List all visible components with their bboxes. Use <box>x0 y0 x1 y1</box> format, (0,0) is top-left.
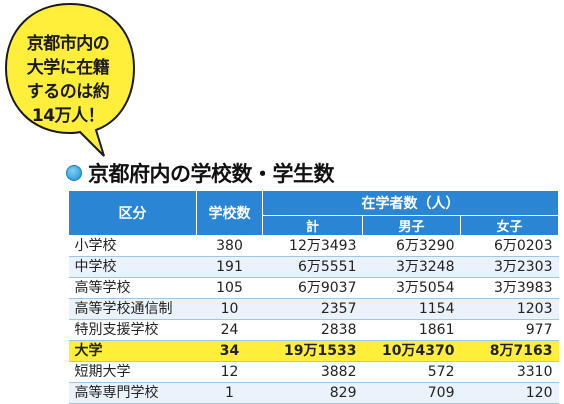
cell-total: 6万9037 <box>262 277 363 299</box>
header-female: 女子 <box>460 215 559 236</box>
cell-total: 19万1533 <box>262 340 363 362</box>
bubble-line: 京都市内の <box>26 34 110 54</box>
table-row: 特別支援学校 24 2838 1861 977 <box>68 319 559 341</box>
bubble-line: 大学に在籍 <box>26 58 110 78</box>
table-row: 短期大学 12 3882 572 3310 <box>68 361 559 383</box>
header-category: 区分 <box>68 190 197 236</box>
cell-female: 120 <box>460 382 559 404</box>
cell-school-count: 24 <box>196 319 263 341</box>
table-row: 中学校 191 6万5551 3万3248 3万2303 <box>68 256 559 278</box>
cell-female: 1203 <box>460 298 559 320</box>
cell-male: 1861 <box>362 319 461 341</box>
cell-female: 8万7163 <box>460 340 559 362</box>
cell-female: 6万0203 <box>460 235 559 257</box>
table-row: 小学校 380 12万3493 6万3290 6万0203 <box>68 235 559 257</box>
cell-female: 977 <box>460 319 559 341</box>
bullet-dot-icon <box>66 165 82 181</box>
header-school-count: 学校数 <box>196 190 263 236</box>
cell-female: 3万3983 <box>460 277 559 299</box>
cell-female: 3310 <box>460 361 559 383</box>
cell-category: 高等専門学校 <box>68 382 197 404</box>
cell-school-count: 10 <box>196 298 263 320</box>
speech-bubble-text: 京都市内の 大学に在籍 するのは約 14万人！ <box>12 32 124 128</box>
cell-school-count: 12 <box>196 361 263 383</box>
header-enrolled: 在学者数（人） <box>262 190 559 216</box>
cell-male: 3万5054 <box>362 277 461 299</box>
cell-category: 特別支援学校 <box>68 319 197 341</box>
cell-total: 2838 <box>262 319 363 341</box>
cell-category: 高等学校 <box>68 277 197 299</box>
cell-total: 2357 <box>262 298 363 320</box>
speech-bubble-shape <box>4 2 136 157</box>
cell-category: 中学校 <box>68 256 197 278</box>
cell-category: 大学 <box>68 340 197 362</box>
cell-total: 12万3493 <box>262 235 363 257</box>
cell-male: 3万3248 <box>362 256 461 278</box>
cell-category: 小学校 <box>68 235 197 257</box>
cell-school-count: 380 <box>196 235 263 257</box>
cell-school-count: 105 <box>196 277 263 299</box>
cell-total: 3882 <box>262 361 363 383</box>
section-title: 京都府内の学校数・学生数 <box>88 162 335 186</box>
bubble-line: 14万人！ <box>31 106 105 126</box>
cell-school-count: 34 <box>196 340 263 362</box>
bubble-line: するのは約 <box>26 82 110 102</box>
table-row: 高等学校 105 6万9037 3万5054 3万3983 <box>68 277 559 299</box>
table-row: 高等学校通信制 10 2357 1154 1203 <box>68 298 559 320</box>
table-row-highlighted: 大学 34 19万1533 10万4370 8万7163 <box>68 340 559 362</box>
cell-male: 10万4370 <box>362 340 461 362</box>
table-row: 高等専門学校 1 829 709 120 <box>68 382 559 404</box>
speech-bubble: 京都市内の 大学に在籍 するのは約 14万人！ <box>0 0 140 160</box>
cell-category: 高等学校通信制 <box>68 298 197 320</box>
cell-female: 3万2303 <box>460 256 559 278</box>
cell-school-count: 191 <box>196 256 263 278</box>
cell-category: 短期大学 <box>68 361 197 383</box>
school-statistics-table: 区分 学校数 在学者数（人） 計 男子 女子 小学校 380 12万3493 6万32… <box>68 190 559 404</box>
cell-male: 1154 <box>362 298 461 320</box>
section-heading: 京都府内の学校数・学生数 <box>66 158 335 188</box>
header-male: 男子 <box>362 215 461 236</box>
cell-male: 572 <box>362 361 461 383</box>
cell-male: 6万3290 <box>362 235 461 257</box>
cell-school-count: 1 <box>196 382 263 404</box>
cell-total: 829 <box>262 382 363 404</box>
header-total: 計 <box>262 215 363 236</box>
table-body: 小学校 380 12万3493 6万3290 6万0203 中学校 191 6万5551 3万3… <box>68 235 559 404</box>
cell-male: 709 <box>362 382 461 404</box>
cell-total: 6万5551 <box>262 256 363 278</box>
